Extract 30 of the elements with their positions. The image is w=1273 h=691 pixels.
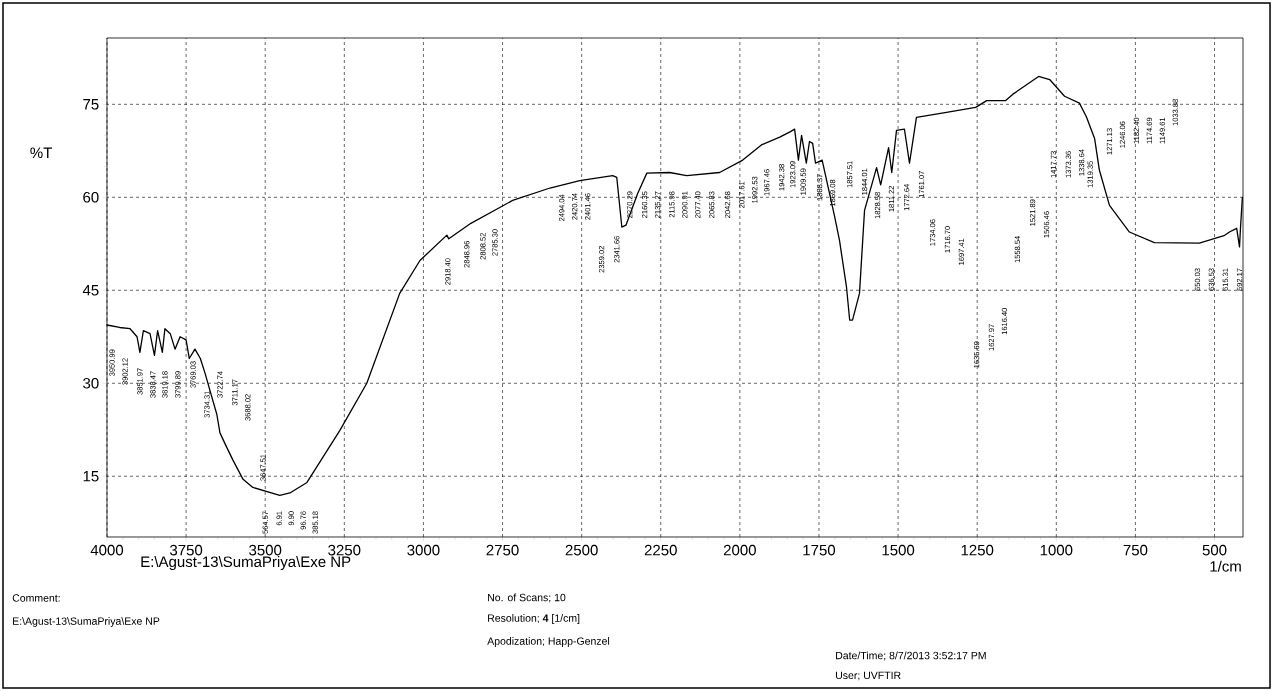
text: Date/Time; 8/7/2013 3:52:17 PM — [836, 651, 986, 661]
y-tick-label: 15 — [83, 471, 99, 482]
x-tick-label: 1000 — [1040, 544, 1073, 556]
text: E:\Agust-13\SumaPriya\Exe NP — [13, 617, 160, 627]
x-tick-label: 2250 — [644, 544, 677, 556]
y-tick-label: 75 — [83, 99, 99, 110]
x-tick-label: 4000 — [90, 544, 124, 556]
y-axis-title: %T — [30, 147, 52, 159]
x-tick-label: 750 — [1123, 544, 1148, 556]
y-tick-label: 45 — [82, 285, 99, 296]
text: Resolution; 4 [1/cm] — [488, 614, 580, 624]
x-tick-label: 2750 — [486, 544, 519, 556]
y-tick-label: 60 — [83, 191, 99, 203]
x-tick-label: 1750 — [803, 544, 836, 556]
x-tick-label: 1250 — [961, 544, 994, 556]
text: E:\Agust-13\SumaPriya\Exe NP — [141, 556, 351, 570]
y-tick-label: 30 — [83, 377, 99, 389]
x-tick-label: 3250 — [328, 544, 361, 556]
x-tick-label: 3500 — [249, 544, 282, 556]
x-tick-label: 2000 — [723, 544, 756, 556]
text: Comment: — [12, 594, 60, 602]
x-tick-label: 3000 — [407, 544, 440, 556]
x-tick-label: 1500 — [882, 544, 915, 556]
text: No. of Scans; 10 — [488, 593, 566, 603]
text: Apodization; Happ-Genzel — [487, 637, 610, 647]
x-tick-label: 500 — [1202, 544, 1227, 556]
x-tick-label: 2500 — [565, 544, 598, 556]
text: User; UVFTIR — [836, 671, 901, 681]
x-tick-label: 3750 — [169, 544, 203, 556]
x-axis-title: 1/cm — [1210, 560, 1241, 572]
